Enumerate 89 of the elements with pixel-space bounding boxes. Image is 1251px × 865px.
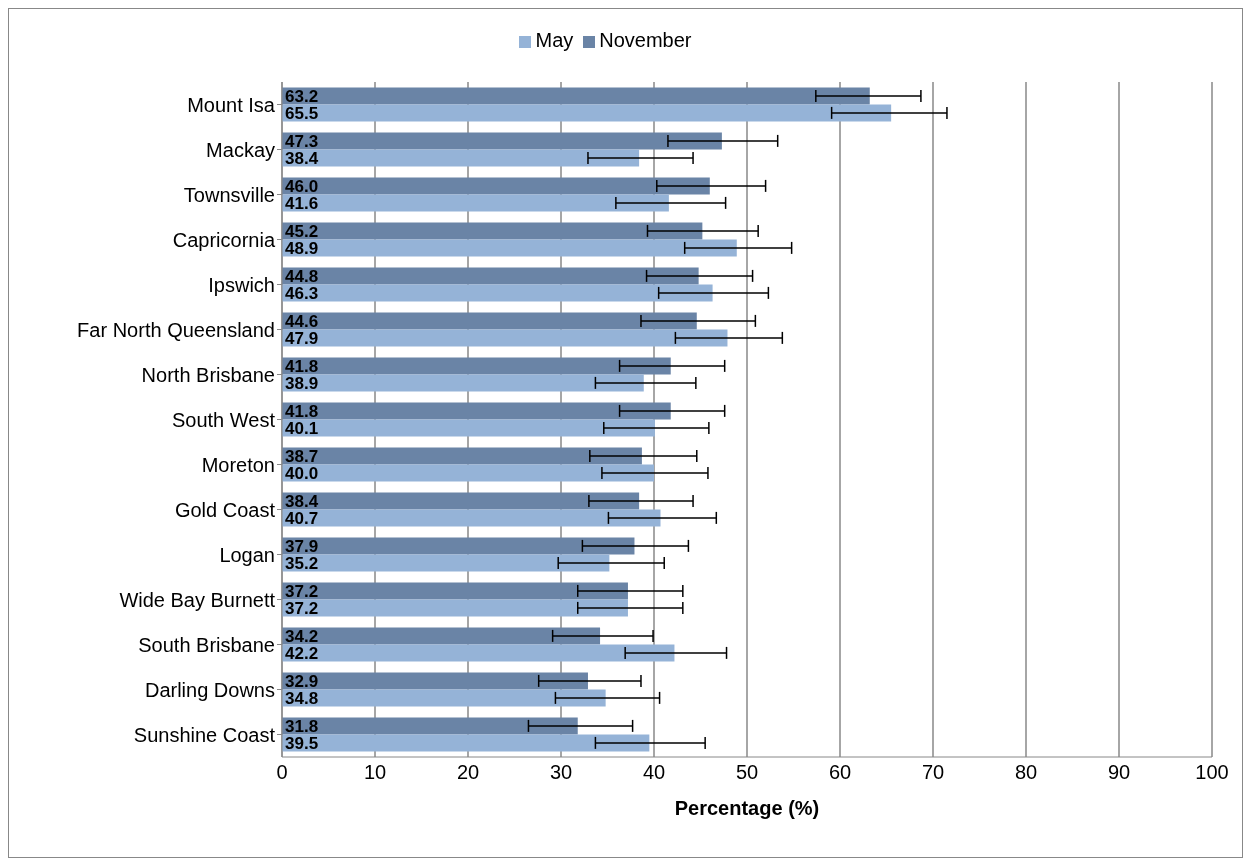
- bar: [282, 329, 728, 347]
- x-tick-label: 80: [1014, 761, 1038, 784]
- bar: [282, 689, 606, 707]
- data-label: 38.4: [285, 148, 319, 168]
- y-tick-label: South Brisbane: [138, 633, 275, 656]
- data-label: 47.9: [285, 328, 319, 348]
- data-label: 40.7: [285, 508, 319, 528]
- y-tick-label: Sunshine Coast: [133, 723, 276, 746]
- data-label: 48.9: [285, 238, 319, 258]
- data-label: 44.6: [285, 311, 319, 331]
- bar: [282, 672, 588, 690]
- data-label: 65.5: [285, 103, 319, 123]
- bar: [282, 717, 578, 735]
- bar: [282, 447, 642, 465]
- bar: [282, 284, 713, 302]
- data-label: 39.5: [285, 733, 319, 753]
- y-tick-label: North Brisbane: [141, 363, 275, 386]
- bar: [282, 492, 640, 510]
- bar: [282, 402, 671, 420]
- data-label: 46.0: [285, 176, 319, 196]
- data-label: 41.8: [285, 356, 319, 376]
- bar: [282, 149, 640, 167]
- data-label: 38.4: [285, 491, 319, 511]
- data-label: 34.2: [285, 626, 319, 646]
- bar: [282, 734, 650, 752]
- y-tick-label: South West: [171, 408, 276, 431]
- x-tick-label: 20: [456, 761, 480, 784]
- bar: [282, 582, 628, 600]
- x-tick-label: 10: [363, 761, 387, 784]
- data-label: 45.2: [285, 221, 319, 241]
- y-tick-label: Townsville: [183, 183, 275, 206]
- data-label: 31.8: [285, 716, 319, 736]
- x-tick-label: 60: [828, 761, 852, 784]
- bar: [282, 644, 675, 662]
- data-label: 34.8: [285, 688, 319, 708]
- legend-label: November: [599, 29, 692, 51]
- x-tick-label: 70: [921, 761, 945, 784]
- data-label: 40.0: [285, 463, 319, 483]
- data-label: 35.2: [285, 553, 319, 573]
- y-tick-label: Darling Downs: [144, 678, 275, 701]
- y-tick-label: Mount Isa: [187, 93, 276, 116]
- y-tick-label: Wide Bay Burnett: [119, 588, 276, 611]
- x-tick-label: 90: [1107, 761, 1131, 784]
- bar: [282, 267, 699, 285]
- data-label: 41.8: [285, 401, 319, 421]
- bar: [282, 104, 892, 122]
- y-tick-label: Ipswich: [208, 273, 275, 296]
- data-label: 47.3: [285, 131, 319, 151]
- data-label: 38.9: [285, 373, 319, 393]
- bar: [282, 312, 697, 330]
- y-tick-label: Far North Queensland: [77, 318, 275, 341]
- bar: [282, 194, 669, 212]
- bar: [282, 222, 703, 240]
- bar: [282, 87, 870, 105]
- y-tick-label: Logan: [219, 543, 275, 566]
- data-label: 38.7: [285, 446, 319, 466]
- bar: [282, 464, 654, 482]
- data-label: 41.6: [285, 193, 319, 213]
- x-tick-label: 40: [642, 761, 666, 784]
- bar: [282, 419, 655, 437]
- bar: [282, 357, 671, 375]
- x-axis-title: Percentage (%): [674, 797, 820, 819]
- legend-label: May: [535, 29, 574, 51]
- data-label: 37.9: [285, 536, 319, 556]
- bar: [282, 537, 635, 555]
- bar: [282, 627, 601, 645]
- bar: [282, 509, 661, 527]
- bar: [282, 239, 737, 257]
- x-tick-label: 50: [735, 761, 759, 784]
- data-label: 37.2: [285, 581, 319, 601]
- data-label: 63.2: [285, 86, 319, 106]
- data-label: 42.2: [285, 643, 319, 663]
- y-tick-label: Capricornia: [172, 228, 276, 251]
- bar: [282, 132, 722, 150]
- x-tick-label: 30: [549, 761, 573, 784]
- data-label: 32.9: [285, 671, 319, 691]
- bar: [282, 599, 628, 617]
- y-tick-label: Moreton: [201, 453, 275, 476]
- data-label: 46.3: [285, 283, 319, 303]
- bar: [282, 177, 710, 195]
- x-tick-label: 0: [276, 761, 288, 784]
- y-tick-label: Gold Coast: [174, 498, 276, 521]
- bar: [282, 374, 644, 392]
- y-tick-label: Mackay: [206, 138, 275, 161]
- data-label: 40.1: [285, 418, 319, 438]
- x-tick-label: 100: [1195, 761, 1229, 784]
- bar: [282, 554, 610, 572]
- data-label: 37.2: [285, 598, 319, 618]
- data-label: 44.8: [285, 266, 319, 286]
